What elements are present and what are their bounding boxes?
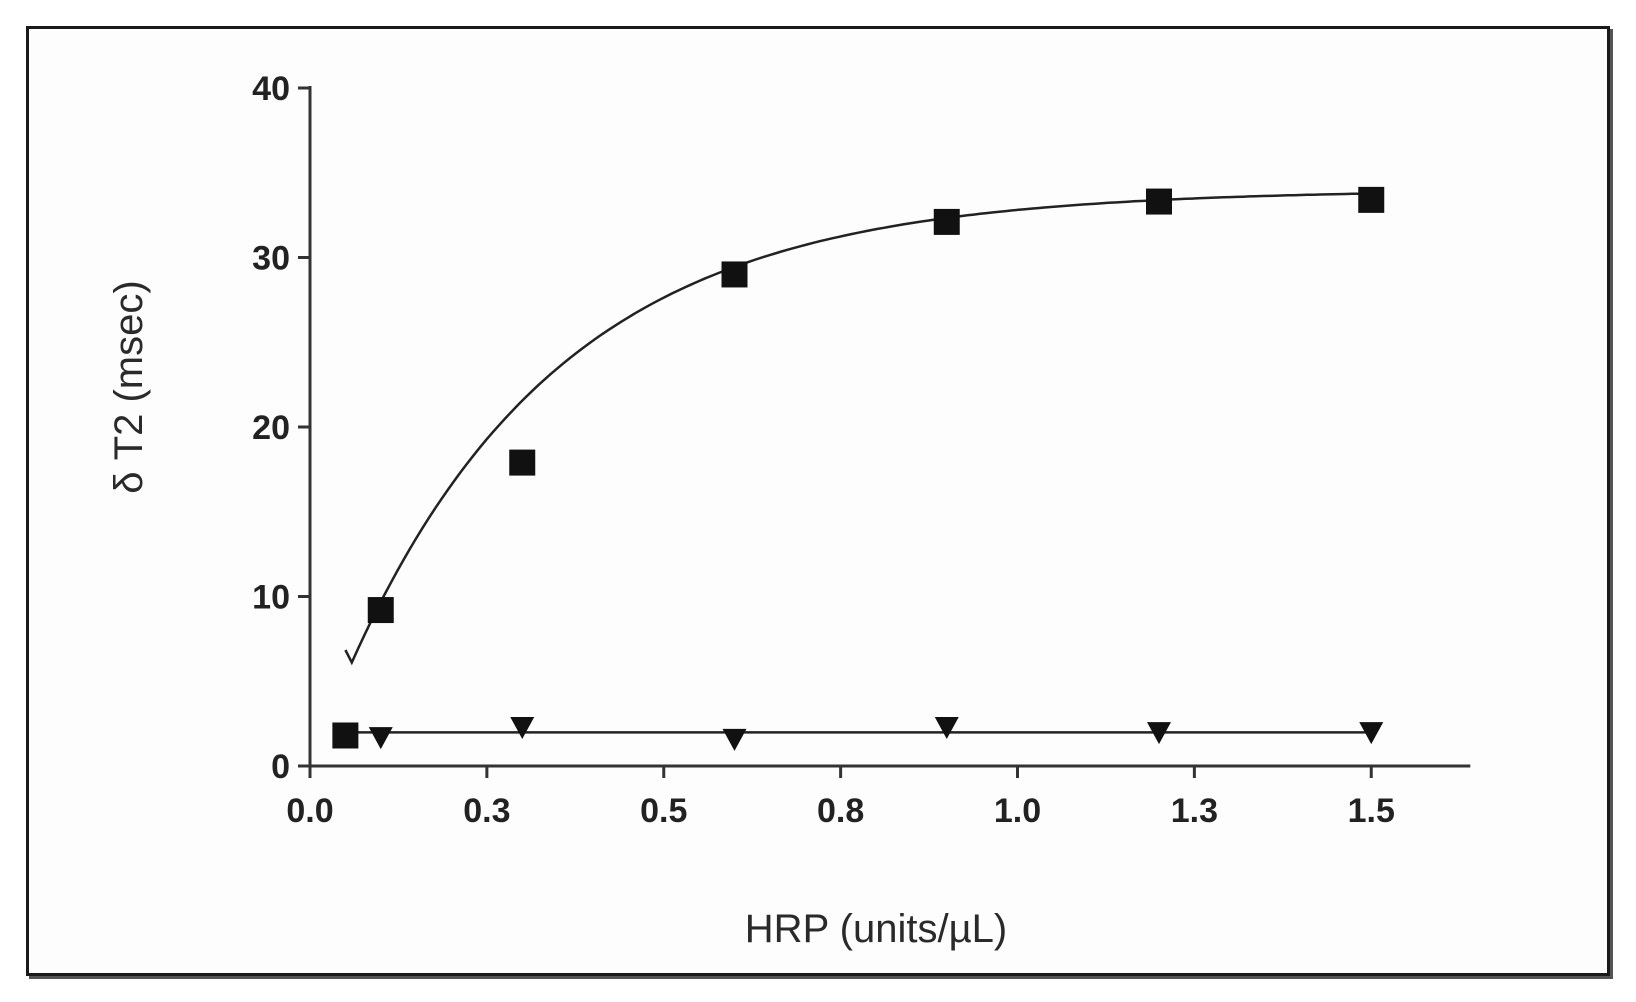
triangle-data-point: [368, 727, 393, 750]
y-tick-label: 0: [271, 748, 290, 786]
chart-frame: [26, 26, 1610, 976]
axes: 0 10 20 30 40 0.0 0.3 0.5 0.8 1.0 1.3 1.5: [252, 70, 1471, 830]
fit-curves: [344, 192, 1372, 734]
triangle-data-point: [934, 717, 959, 740]
y-tick-label: 40: [252, 70, 290, 108]
fit-curve-squares: [344, 192, 1372, 666]
x-axis-title: HRP (units/µL): [745, 907, 1007, 951]
y-tick-label: 20: [252, 409, 290, 447]
x-tick-label: 0.0: [286, 792, 333, 830]
square-data-point: [1358, 186, 1385, 213]
y-tick-label: 10: [252, 579, 290, 617]
triangle-data-point: [722, 728, 747, 751]
triangle-data-point: [1359, 722, 1384, 745]
x-tick-label: 1.0: [994, 792, 1041, 830]
y-tick-label: 30: [252, 240, 290, 278]
triangle-data-point: [510, 717, 535, 740]
square-data-point: [367, 597, 394, 624]
square-data-point: [1146, 188, 1172, 215]
x-tick-label: 1.3: [1171, 792, 1218, 830]
x-tick-label: 0.8: [817, 792, 864, 830]
square-data-point: [509, 449, 536, 476]
square-data-point: [332, 722, 359, 749]
square-data-point: [721, 261, 748, 288]
x-tick-label: 0.5: [640, 792, 687, 830]
x-tick-label: 1.5: [1348, 792, 1395, 830]
y-axis-title: δ T2 (msec): [107, 280, 151, 493]
data-points: [332, 186, 1385, 751]
square-data-point: [933, 208, 960, 235]
triangle-data-point: [1147, 722, 1171, 745]
x-tick-label: 0.3: [463, 792, 510, 830]
